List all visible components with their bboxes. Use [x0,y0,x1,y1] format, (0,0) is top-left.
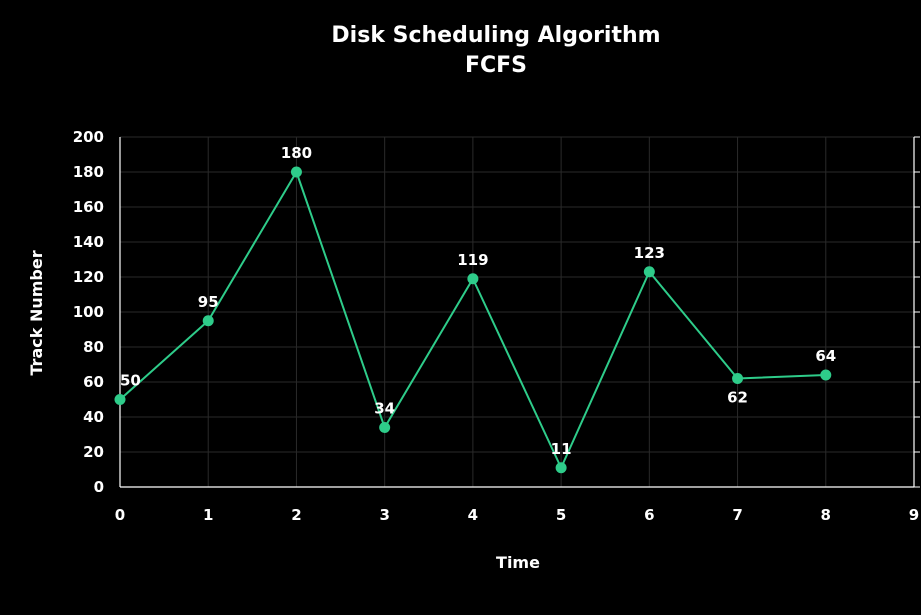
data-point [732,373,744,384]
y-tick-label: 20 [83,443,104,461]
y-tick-label: 80 [83,338,104,356]
y-tick-label: 160 [73,198,104,216]
data-label: 123 [634,244,665,262]
data-label: 64 [815,347,836,365]
x-axis-label: Time [496,553,540,572]
data-point [114,394,126,405]
y-tick-label: 120 [73,268,104,286]
x-tick-label: 1 [203,506,213,524]
y-tick-labels: 0 20 40 60 80 100 120 140 160 180 200 [73,128,104,496]
data-label: 95 [198,293,219,311]
x-tick-label: 4 [468,506,478,524]
x-tick-labels: 0 1 2 3 4 5 6 7 8 9 [115,506,919,524]
x-tick-label: 8 [821,506,831,524]
y-tick-label: 0 [94,478,104,496]
x-tick-label: 3 [379,506,389,524]
data-point [379,422,391,433]
data-point [555,462,567,474]
y-tick-label: 180 [73,163,104,181]
data-points [114,166,832,474]
data-labels: 50 95 180 34 119 11 123 62 64 [120,144,836,458]
y-tick-label: 40 [83,408,104,426]
data-label: 34 [374,400,395,418]
data-point [820,369,832,381]
data-label: 180 [281,144,312,162]
data-point [643,266,655,278]
y-tick-label: 100 [73,303,104,321]
chart-subtitle: FCFS [465,53,527,78]
data-label: 119 [457,251,488,269]
data-label: 62 [727,389,748,407]
x-tick-label: 6 [644,506,654,524]
x-tick-label: 9 [909,506,919,524]
data-point [467,273,479,285]
data-point [290,166,302,178]
x-tick-label: 2 [291,506,301,524]
x-tick-label: 5 [556,506,566,524]
y-axis-label: Track Number [27,250,46,375]
x-tick-label: 0 [115,506,125,524]
axes [119,136,920,488]
data-point [202,315,214,327]
y-tick-label: 140 [73,233,104,251]
grid-lines [120,136,914,487]
y-tick-label: 60 [83,373,104,391]
data-label: 50 [120,372,141,390]
chart-title: Disk Scheduling Algorithm [331,23,660,48]
y-tick-label: 200 [73,128,104,146]
x-tick-label: 7 [732,506,742,524]
data-label: 11 [551,440,572,458]
